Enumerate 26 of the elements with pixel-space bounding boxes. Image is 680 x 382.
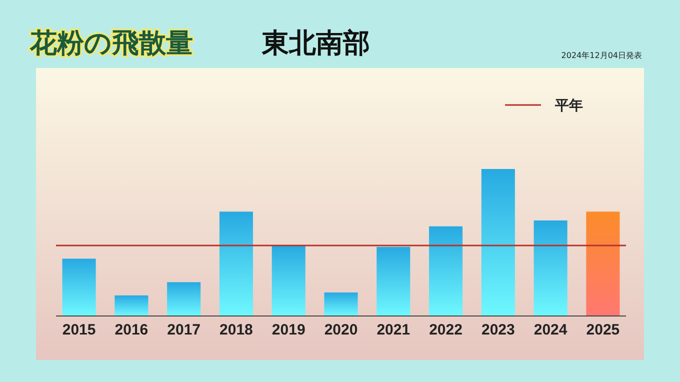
bar [324, 292, 358, 316]
x-tick-label: 2023 [481, 322, 515, 339]
bar [376, 246, 410, 316]
bar [481, 169, 515, 316]
x-tick-label: 2015 [62, 322, 96, 339]
x-tick-label: 2016 [114, 322, 148, 339]
x-tick-label: 2018 [220, 322, 253, 339]
x-tick-label: 2017 [167, 322, 201, 339]
text: 2024年12月04日発表 [561, 51, 642, 60]
bar [534, 220, 568, 316]
x-tick-label: 2024 [534, 322, 568, 339]
chart-subtitle: 東北南部 [261, 28, 370, 59]
bar [114, 295, 148, 316]
bar [62, 258, 96, 316]
x-tick-label: 2021 [376, 322, 410, 339]
legend-label: 平年 [554, 98, 583, 114]
chart-title: 花粉の飛散量 [29, 28, 193, 59]
bar [586, 212, 620, 316]
x-tick-label: 2019 [272, 322, 306, 339]
x-tick-label: 2025 [586, 322, 620, 339]
bar [167, 282, 201, 316]
x-tick-label: 2022 [429, 322, 462, 339]
x-tick-label: 2020 [324, 322, 358, 339]
bar [272, 245, 306, 316]
bar [219, 212, 253, 316]
bar [429, 226, 463, 316]
